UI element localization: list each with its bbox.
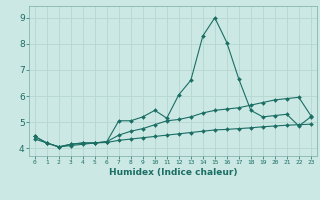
X-axis label: Humidex (Indice chaleur): Humidex (Indice chaleur) [108,168,237,177]
